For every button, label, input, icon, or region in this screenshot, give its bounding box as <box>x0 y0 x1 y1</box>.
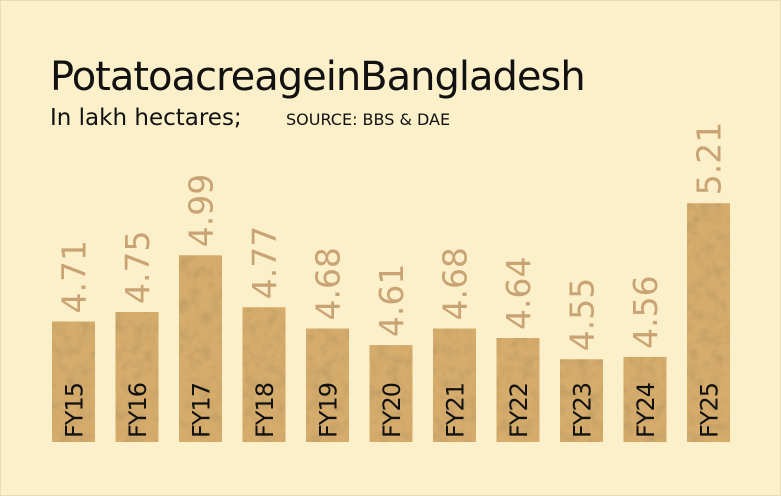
value-label: 4.77 <box>245 226 284 299</box>
bar <box>433 328 476 442</box>
value-label: 4.68 <box>436 247 475 320</box>
chart-subtitle: In lakh hectares; <box>50 105 242 131</box>
bar <box>496 338 540 442</box>
x-tick-label: FY20 <box>378 383 406 438</box>
x-tick-label: FY25 <box>696 383 724 438</box>
bar <box>687 203 730 442</box>
bar <box>115 312 159 442</box>
bar <box>52 321 95 442</box>
value-label: 5.21 <box>690 122 729 195</box>
bar <box>623 356 667 442</box>
x-tick-label: FY18 <box>251 383 279 438</box>
x-tick-label: FY22 <box>505 383 533 438</box>
bar <box>306 328 349 442</box>
x-tick-label: FY19 <box>315 383 343 438</box>
bar <box>242 307 286 442</box>
x-tick-label: FY16 <box>124 383 152 438</box>
x-tick-label: FY23 <box>569 383 597 438</box>
value-label: 4.56 <box>626 275 665 348</box>
x-tick-label: FY24 <box>632 383 660 438</box>
value-label: 4.55 <box>563 278 602 351</box>
x-tick-label: FY17 <box>188 383 216 438</box>
chart-source: SOURCE: BBS & DAE <box>286 110 450 129</box>
bar <box>369 345 413 442</box>
value-label: 4.71 <box>55 240 94 313</box>
bar <box>560 359 603 442</box>
value-label: 4.68 <box>309 247 348 320</box>
chart-title: PotatoacreageinBangladesh <box>50 54 585 100</box>
x-tick-label: FY15 <box>61 383 89 438</box>
value-label: 4.61 <box>372 264 411 337</box>
x-tick-label: FY21 <box>442 383 470 438</box>
value-label: 4.75 <box>118 231 157 304</box>
value-label: 4.64 <box>499 257 538 330</box>
bar <box>179 255 222 442</box>
value-label: 4.99 <box>182 174 221 247</box>
